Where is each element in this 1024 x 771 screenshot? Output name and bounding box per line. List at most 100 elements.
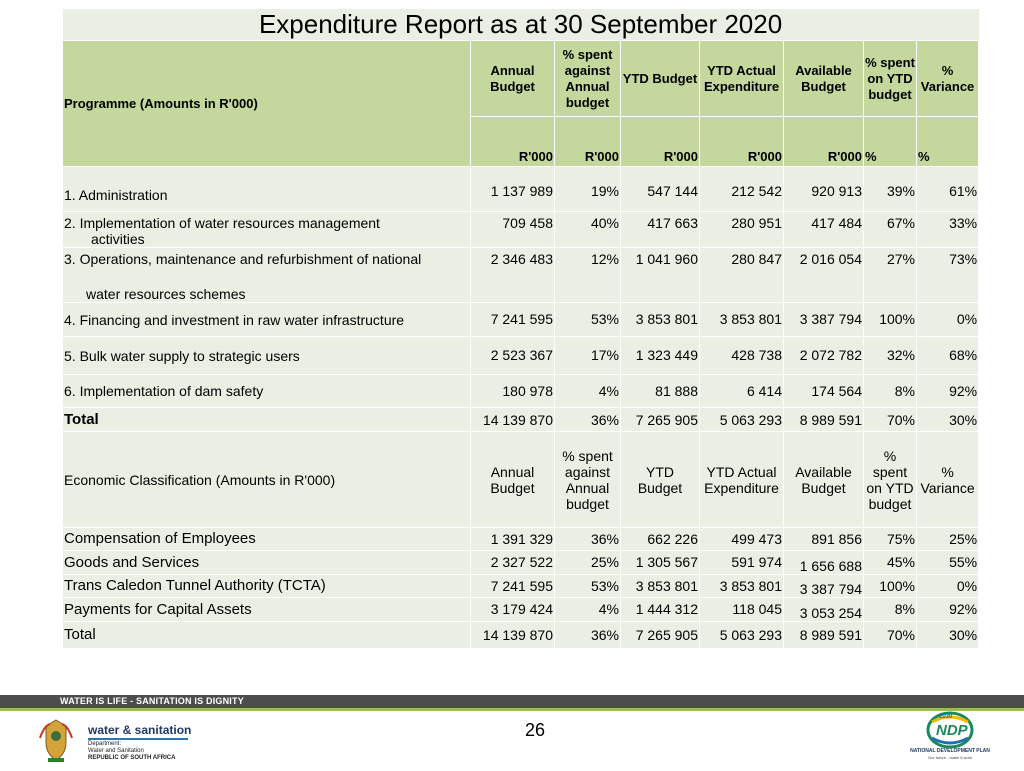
col-header-variance: % Variance xyxy=(915,431,980,528)
cell: 25% xyxy=(554,550,621,575)
cell: 1 305 567 xyxy=(620,550,700,575)
cell: 3 387 794 xyxy=(783,574,864,598)
programme-header-label: Programme (Amounts in R'000) xyxy=(62,40,471,167)
footer-bar xyxy=(0,695,1024,711)
table-row: Goods and Services 2 327 522 25% 1 305 5… xyxy=(62,550,980,575)
cell: 2 346 483 xyxy=(470,247,555,303)
programme-name-line2: activities xyxy=(91,231,145,247)
cell: 417 484 xyxy=(783,211,864,248)
cell: 3 179 424 xyxy=(470,597,555,622)
col-header-pct-spent-ytd: % spent on YTD budget xyxy=(863,431,917,528)
cell: 3 053 254 xyxy=(783,597,864,622)
cell: 25% xyxy=(915,527,980,551)
unit-label: R'000 xyxy=(699,116,784,167)
cell: 36% xyxy=(554,621,621,649)
economic-header-row: Economic Classification (Amounts in R'00… xyxy=(62,431,980,528)
footer-accent-line xyxy=(0,708,1024,711)
cell: 61% xyxy=(915,166,980,212)
dept-line: REPUBLIC OF SOUTH AFRICA xyxy=(88,755,176,761)
unit-label: R'000 xyxy=(783,116,864,167)
table-row: 2. Implementation of water resources man… xyxy=(62,211,980,248)
cell: 709 458 xyxy=(470,211,555,248)
cell: 3 853 801 xyxy=(620,302,700,337)
cell: 7 241 595 xyxy=(470,302,555,337)
cell: 662 226 xyxy=(620,527,700,551)
col-header-pct-spent-annual: % spent against Annual budget xyxy=(554,431,621,528)
col-header-ytd-budget: YTD Budget xyxy=(620,431,700,528)
cell: 100% xyxy=(863,574,917,598)
total-label: Total xyxy=(62,621,471,649)
table-row-total: Total 14 139 870 36% 7 265 905 5 063 293… xyxy=(62,621,980,649)
cell: 2 072 782 xyxy=(783,336,864,375)
cell: 73% xyxy=(915,247,980,303)
cell: 92% xyxy=(915,374,980,408)
cell: 1 444 312 xyxy=(620,597,700,622)
economic-name: Goods and Services xyxy=(62,550,471,575)
cell: 0% xyxy=(915,574,980,598)
cell: 92% xyxy=(915,597,980,622)
cell: 53% xyxy=(554,574,621,598)
cell: 30% xyxy=(915,407,980,432)
cell: 45% xyxy=(863,550,917,575)
col-header-available: Available Budget xyxy=(783,40,864,117)
economic-header-label: Economic Classification (Amounts in R'00… xyxy=(62,431,471,528)
cell: 53% xyxy=(554,302,621,337)
ndp-label: NDP xyxy=(936,722,968,739)
cell: 547 144 xyxy=(620,166,700,212)
cell: 67% xyxy=(863,211,917,248)
cell: 1 137 989 xyxy=(470,166,555,212)
dept-line: Water and Sanitation xyxy=(88,748,144,754)
cell: 0% xyxy=(915,302,980,337)
cell: 81 888 xyxy=(620,374,700,408)
cell: 8 989 591 xyxy=(783,621,864,649)
cell: 70% xyxy=(863,407,917,432)
cell: 8% xyxy=(863,597,917,622)
table-row: 1. Administration 1 137 989 19% 547 144 … xyxy=(62,166,980,212)
programme-name: 6. Implementation of dam safety xyxy=(62,374,471,408)
unit-label: % xyxy=(863,116,917,167)
col-header-annual-budget: Annual Budget xyxy=(470,431,555,528)
cell: 100% xyxy=(863,302,917,337)
economic-name: Payments for Capital Assets xyxy=(62,597,471,622)
cell: 3 387 794 xyxy=(783,302,864,337)
cell: 3 853 801 xyxy=(699,302,784,337)
page-number: 26 xyxy=(525,720,546,740)
col-header-ytd-actual: YTD Actual Expenditure xyxy=(699,431,784,528)
cell: 7 265 905 xyxy=(620,621,700,649)
cell: 14 139 870 xyxy=(470,621,555,649)
cell: 39% xyxy=(863,166,917,212)
cell: 36% xyxy=(554,407,621,432)
ndp-emblem-icon xyxy=(926,711,974,749)
table-row: 5. Bulk water supply to strategic users … xyxy=(62,336,980,375)
cell: 36% xyxy=(554,527,621,551)
cell: 17% xyxy=(554,336,621,375)
cell: 212 542 xyxy=(699,166,784,212)
cell: 27% xyxy=(863,247,917,303)
economic-name: Compensation of Employees xyxy=(62,527,471,551)
economic-name: Trans Caledon Tunnel Authority (TCTA) xyxy=(62,574,471,598)
cell: 4% xyxy=(554,374,621,408)
cell: 428 738 xyxy=(699,336,784,375)
report-title: Expenditure Report as at 30 September 20… xyxy=(62,9,979,41)
cell: 920 913 xyxy=(783,166,864,212)
cell: 75% xyxy=(863,527,917,551)
cell: 14 139 870 xyxy=(470,407,555,432)
ndp-year: 2030 xyxy=(939,714,953,720)
cell: 8% xyxy=(863,374,917,408)
cell: 68% xyxy=(915,336,980,375)
programme-name: 1. Administration xyxy=(62,166,471,212)
programme-name-line1: 3. Operations, maintenance and refurbish… xyxy=(64,251,422,267)
cell: 32% xyxy=(863,336,917,375)
programme-name: 5. Bulk water supply to strategic users xyxy=(62,336,471,375)
dept-details: Department: Water and Sanitation REPUBLI… xyxy=(88,741,175,762)
col-header-available: Available Budget xyxy=(783,431,864,528)
expenditure-table: Expenditure Report as at 30 September 20… xyxy=(62,9,980,649)
cell: 1 323 449 xyxy=(620,336,700,375)
table-row: 4. Financing and investment in raw water… xyxy=(62,302,980,337)
cell: 118 045 xyxy=(699,597,784,622)
cell: 33% xyxy=(915,211,980,248)
programme-name: 2. Implementation of water resources man… xyxy=(62,211,471,248)
table-row: 3. Operations, maintenance and refurbish… xyxy=(62,247,980,303)
cell: 30% xyxy=(915,621,980,649)
cell: 280 847 xyxy=(699,247,784,303)
